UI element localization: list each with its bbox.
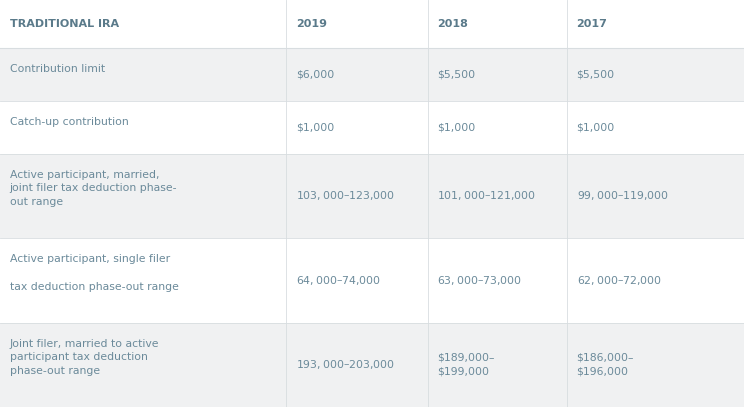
Text: $99,000–$119,000: $99,000–$119,000 — [577, 189, 669, 202]
Text: 2017: 2017 — [577, 19, 607, 29]
Text: Joint filer, married to active
participant tax deduction
phase-out range: Joint filer, married to active participa… — [10, 339, 159, 376]
Text: $1,000: $1,000 — [296, 122, 334, 132]
Text: $5,500: $5,500 — [437, 70, 475, 79]
Text: $189,000–
$199,000: $189,000– $199,000 — [437, 353, 495, 376]
Bar — [0, 48, 744, 101]
Text: $1,000: $1,000 — [577, 122, 615, 132]
Bar — [0, 153, 744, 238]
Bar — [0, 322, 744, 407]
Text: TRADITIONAL IRA: TRADITIONAL IRA — [10, 19, 119, 29]
Bar — [0, 0, 744, 48]
Text: $101,000–$121,000: $101,000–$121,000 — [437, 189, 536, 202]
Text: Catch-up contribution: Catch-up contribution — [10, 117, 129, 127]
Text: 2018: 2018 — [437, 19, 468, 29]
Text: $6,000: $6,000 — [296, 70, 334, 79]
Text: $63,000–$73,000: $63,000–$73,000 — [437, 274, 522, 287]
Text: $193,000–$203,000: $193,000–$203,000 — [296, 358, 395, 371]
Text: $62,000–$72,000: $62,000–$72,000 — [577, 274, 661, 287]
Bar — [0, 238, 744, 322]
Text: $5,500: $5,500 — [577, 70, 615, 79]
Text: $1,000: $1,000 — [437, 122, 475, 132]
Text: 2019: 2019 — [296, 19, 327, 29]
Text: Contribution limit: Contribution limit — [10, 64, 105, 74]
Text: $64,000–$74,000: $64,000–$74,000 — [296, 274, 381, 287]
Bar — [0, 101, 744, 153]
Text: $186,000–
$196,000: $186,000– $196,000 — [577, 353, 634, 376]
Text: $103,000–$123,000: $103,000–$123,000 — [296, 189, 395, 202]
Text: Active participant, single filer

tax deduction phase-out range: Active participant, single filer tax ded… — [10, 254, 179, 291]
Text: Active participant, married,
joint filer tax deduction phase-
out range: Active participant, married, joint filer… — [10, 170, 177, 207]
